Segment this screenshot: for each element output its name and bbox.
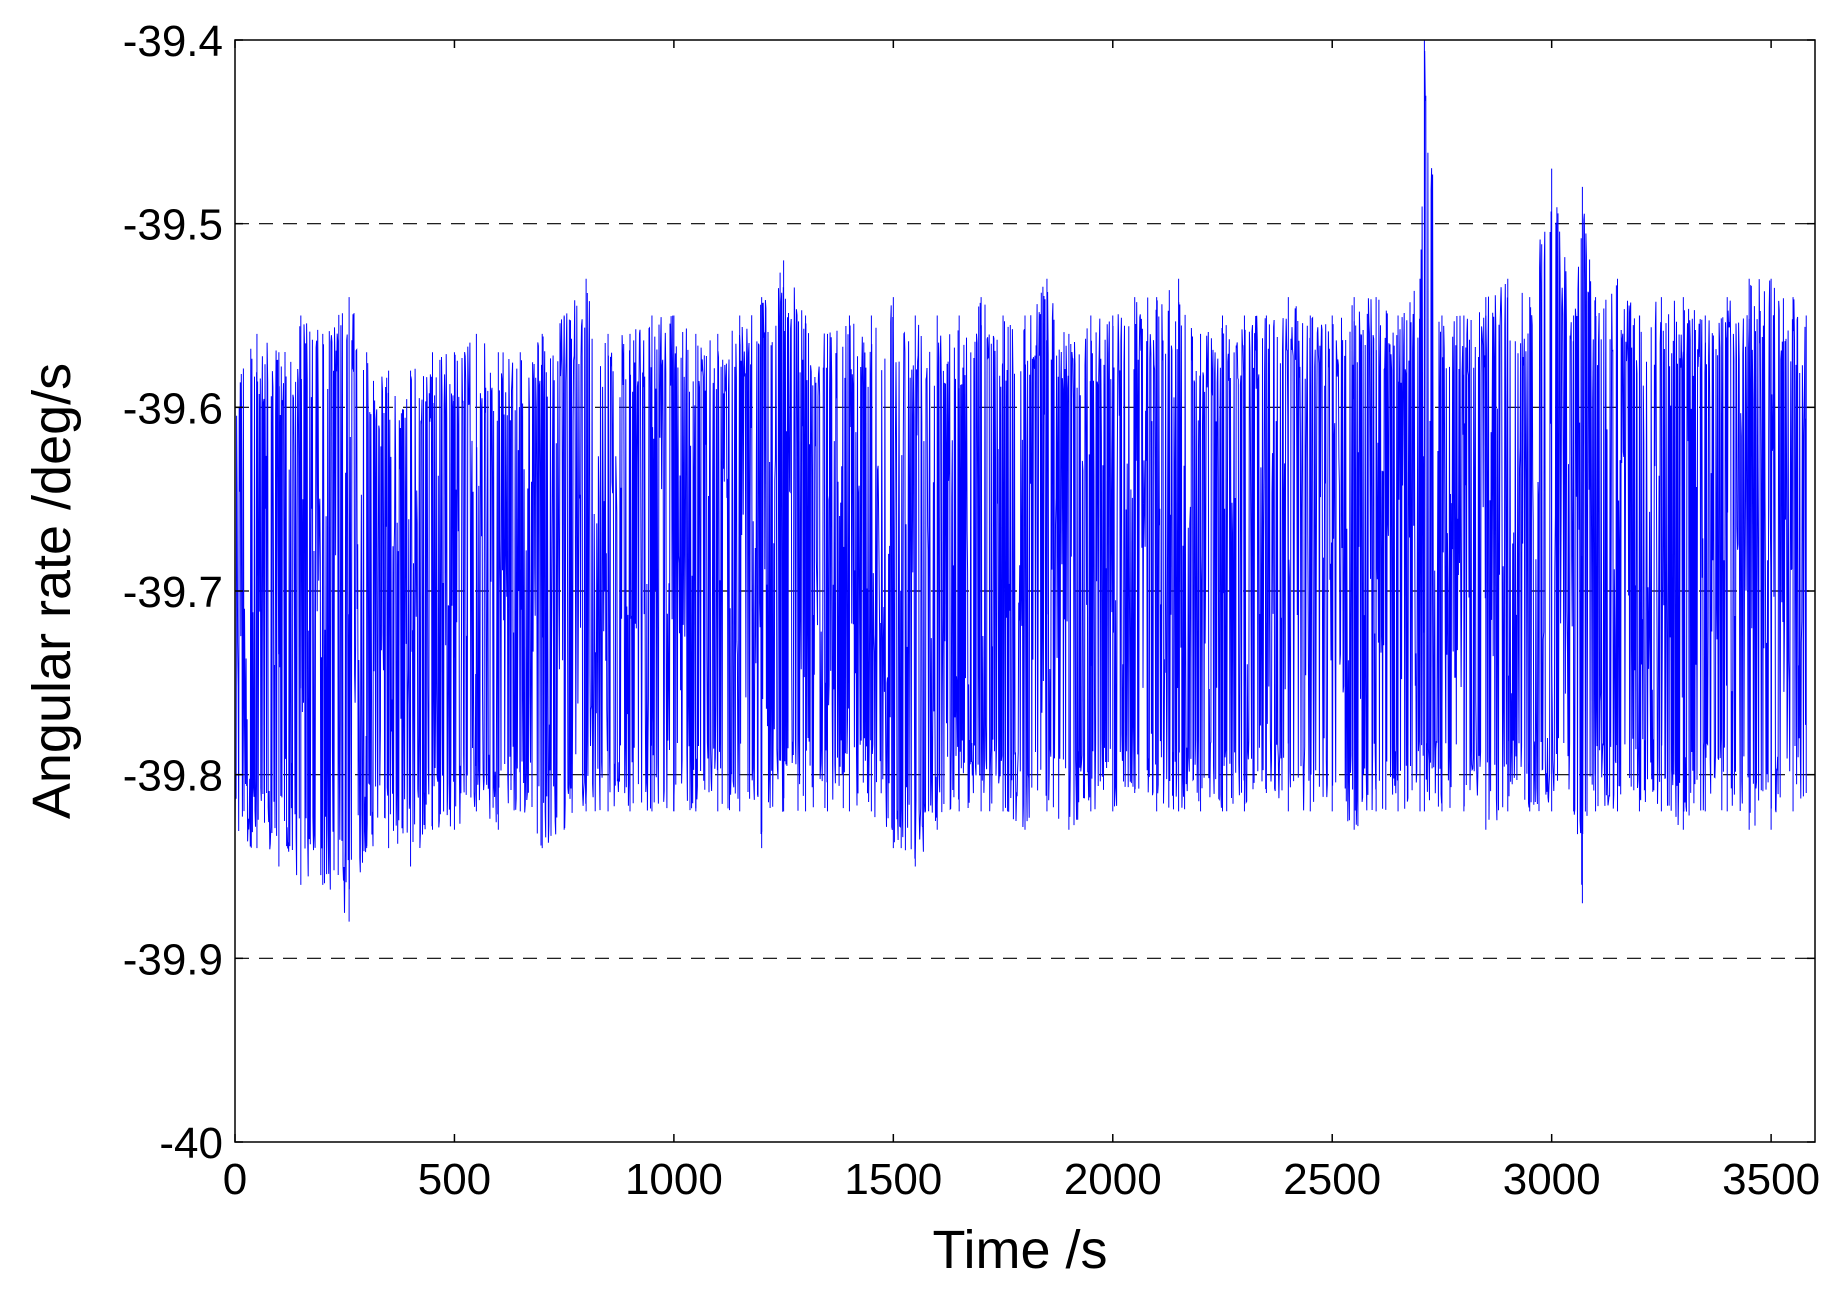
y-tick-label: -39.8 xyxy=(123,752,223,801)
y-tick-label: -39.4 xyxy=(123,17,223,66)
x-axis-title: Time /s xyxy=(933,1220,1108,1280)
axis-ticks: -40 -39.9 -39.8 -39.7 -39.6 -39.5 -39.4 0 500 100… xyxy=(123,17,1820,1204)
x-tick-label: 3500 xyxy=(1722,1155,1820,1204)
x-tick-label: 2000 xyxy=(1064,1155,1162,1204)
series-line xyxy=(234,40,1807,922)
x-tick-label: 500 xyxy=(418,1155,491,1204)
x-tick-label: 3000 xyxy=(1503,1155,1601,1204)
y-tick-label: -39.9 xyxy=(123,935,223,984)
x-tick-label: 0 xyxy=(223,1155,247,1204)
y-axis-title: Angular rate /deg/s xyxy=(22,363,82,819)
y-tick-label: -39.5 xyxy=(123,201,223,250)
x-tick-label: 1500 xyxy=(844,1155,942,1204)
x-tick-label: 2500 xyxy=(1283,1155,1381,1204)
y-tick-label: -39.7 xyxy=(123,568,223,617)
y-tick-label: -40 xyxy=(159,1119,223,1168)
series-trace xyxy=(234,50,1807,913)
y-tick-label: -39.6 xyxy=(123,384,223,433)
x-tick-label: 1000 xyxy=(625,1155,723,1204)
